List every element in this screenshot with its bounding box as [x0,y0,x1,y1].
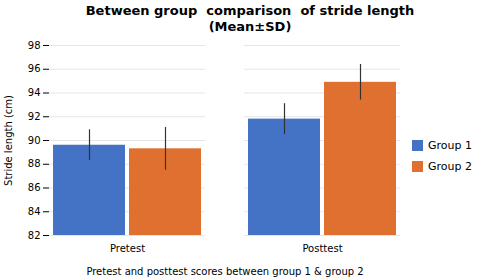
html-text:Group 1: Group 1 [428,139,472,152]
html-text:Group 2: Group 2 [428,160,472,173]
svg-text:98: 98 [28,40,41,51]
svg-text:82: 82 [28,230,41,241]
svg-text:88: 88 [28,158,41,169]
svg-text:94: 94 [28,87,41,98]
svg-text:Pretest: Pretest [110,243,145,254]
html-text:Between group comparison of st: Between group comparison of stride lengt… [85,3,415,34]
svg-text:84: 84 [28,206,41,217]
svg-text:90: 90 [28,135,41,146]
svg-text:96: 96 [28,63,41,74]
svg-text:Stride length (cm): Stride length (cm) [3,95,14,186]
svg-text:92: 92 [28,111,41,122]
svg-text:Pretest and posttest scores be: Pretest and posttest scores between grou… [86,266,363,277]
svg-text:Posttest: Posttest [302,243,342,254]
svg-text:86: 86 [28,182,41,193]
